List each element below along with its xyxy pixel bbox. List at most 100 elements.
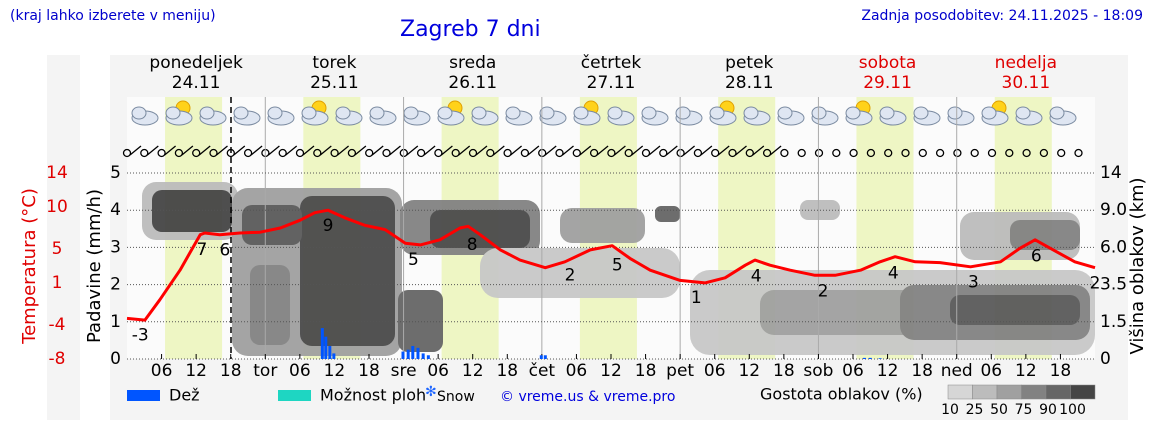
x-tick-label: sob: [803, 361, 833, 381]
rain-bar: [324, 336, 328, 359]
x-tick-label: 18: [911, 361, 933, 381]
precip-axis-label: Padavine (mm/h): [84, 189, 105, 343]
wind-calm: [122, 148, 132, 158]
snow-icon: ✻: [425, 384, 437, 400]
temp-axis-bg: [47, 55, 80, 420]
weather-icon: [267, 106, 295, 126]
wind-calm: [1039, 148, 1049, 158]
wind-barb: [129, 145, 142, 156]
day-name: sreda: [449, 53, 496, 73]
cloud-patch: [250, 265, 290, 345]
wind-barb: [146, 145, 159, 156]
wind-barb: [562, 145, 574, 156]
wind-calm: [174, 148, 184, 158]
temp-label: 6: [220, 240, 231, 260]
wind-barb: [752, 145, 765, 156]
y2-tick-label: 0: [1100, 349, 1111, 369]
day-date: 29.11: [863, 73, 912, 93]
weather-icon: [607, 106, 635, 126]
temp-label: 7: [196, 240, 207, 260]
wind-barb: [683, 145, 696, 156]
wind-calm: [711, 148, 720, 158]
weather-icon: [233, 106, 261, 126]
precip-tick-label: 4: [110, 200, 121, 220]
temp-label: 4: [751, 266, 762, 286]
wind-barb: [319, 145, 332, 156]
rain-bar: [328, 345, 332, 359]
cloud: [335, 106, 351, 120]
cloud: [471, 106, 487, 120]
wind-barb: [475, 145, 488, 156]
cloud-legend-box: [1070, 384, 1096, 400]
x-tick-label: 18: [220, 361, 242, 381]
day-name: ponedeljek: [149, 53, 243, 73]
wind-calm: [1022, 148, 1031, 158]
cloud: [233, 106, 249, 120]
wind-barb: [596, 145, 609, 156]
cloud-patch: [655, 206, 680, 222]
wind-calm: [987, 148, 997, 158]
cloud-legend-label: 90: [1039, 402, 1057, 418]
wind-calm: [555, 148, 564, 158]
wind-barb: [354, 145, 367, 156]
wind-calm: [866, 148, 876, 158]
y-tick-label: 10: [46, 197, 68, 217]
x-tick-label: pet: [666, 361, 694, 381]
cloud-legend-label: 25: [966, 402, 984, 418]
wind-barb: [527, 145, 540, 156]
precip-tick-label: 2: [110, 275, 121, 295]
cloud-patch: [760, 290, 940, 335]
wind-barb: [267, 145, 280, 156]
x-tick-label: 18: [358, 361, 380, 381]
day-date: 28.11: [725, 73, 774, 93]
x-tick-label: 06: [289, 361, 311, 381]
wind-barb: [181, 145, 194, 156]
x-tick-label: 12: [1015, 361, 1037, 381]
copyright[interactable]: © vreme.us & vreme.pro: [500, 389, 675, 405]
day-date: 27.11: [587, 73, 636, 93]
wind-calm: [814, 148, 824, 158]
wind-barb: [510, 145, 523, 156]
cloud: [913, 106, 929, 120]
precip-tick-label: 0: [110, 349, 121, 369]
wind-calm: [935, 148, 945, 158]
wind-calm: [295, 148, 305, 158]
weather-icon: [199, 106, 227, 126]
cloud: [607, 106, 623, 120]
wind-calm: [641, 148, 651, 158]
wind-calm: [140, 148, 149, 158]
wind-calm: [157, 148, 166, 158]
y2-tick-label: 1.5: [1100, 312, 1127, 332]
temp-label: 1: [691, 288, 702, 308]
wind-barb: [250, 145, 263, 156]
wind-barb: [579, 145, 592, 156]
weather-icon: [845, 100, 873, 126]
temp-label: 3: [968, 272, 979, 292]
wind-calm: [486, 148, 495, 158]
temp-label: -3: [132, 326, 149, 346]
wind-calm: [918, 148, 927, 158]
cloud: [403, 106, 419, 120]
wind-calm: [434, 148, 443, 158]
cloud: [165, 106, 181, 120]
day-name: nedelja: [995, 53, 1057, 73]
y-tick-label: 5: [52, 239, 63, 259]
weather-icon: [131, 106, 159, 126]
cloud: [1049, 106, 1065, 120]
wind-calm: [780, 148, 789, 158]
wind-barb: [285, 145, 298, 156]
weather-icon: [777, 106, 805, 126]
wind-barb: [337, 145, 350, 156]
cloud-legend-box: [972, 384, 998, 400]
temp-label: 5: [612, 255, 623, 275]
rain-bar: [863, 357, 867, 359]
legend-swatch: [278, 390, 311, 401]
cloud: [199, 106, 215, 120]
wind-barb: [406, 145, 419, 156]
cloud-legend-label: 75: [1015, 402, 1033, 418]
note: (kraj lahko izberete v meniju): [10, 8, 216, 24]
legend-swatch: [127, 390, 160, 401]
cloud: [539, 106, 555, 120]
wind-calm: [728, 148, 737, 158]
temp-label: 2: [1090, 274, 1101, 294]
